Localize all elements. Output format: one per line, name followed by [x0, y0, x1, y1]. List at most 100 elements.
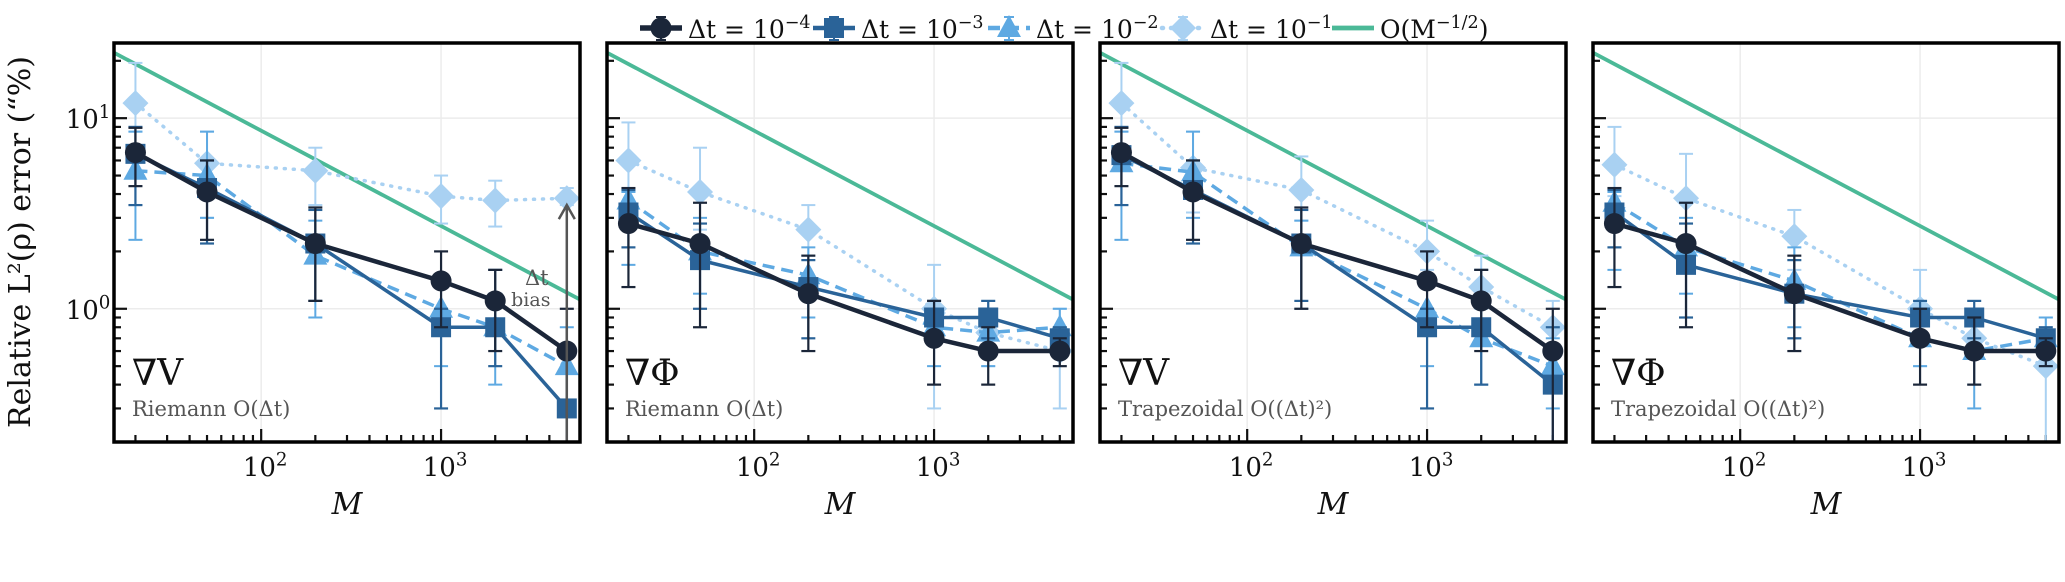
data-point — [1909, 327, 1931, 349]
x-tick-label: 102 — [1229, 450, 1274, 483]
x-tick-label-base: 10 — [1409, 453, 1442, 483]
method-label: Trapezoidal O((Δt)²) — [1118, 397, 1332, 421]
legend-label-exponent: −2 — [1133, 13, 1159, 33]
legend-label: Δt = 10−3 — [861, 13, 984, 44]
x-tick-label-exponent: 3 — [949, 450, 961, 471]
y-tick-label: 101 — [66, 102, 111, 135]
series-line — [1613, 201, 2047, 353]
method-label: Trapezoidal O((Δt)²) — [1611, 397, 1825, 421]
series-dt1e-2 — [616, 187, 1072, 368]
x-tick-label-base: 10 — [1722, 453, 1755, 483]
plot-area — [1100, 51, 1566, 442]
bias-label-line2: bias — [511, 289, 550, 311]
data-point — [1049, 340, 1071, 362]
x-tick-label: 103 — [1902, 450, 1947, 483]
x-tick-label-base: 10 — [423, 453, 456, 483]
x-tick-label: 102 — [736, 450, 781, 483]
series-dt1e-4 — [1110, 126, 1564, 442]
reference-line — [1100, 51, 1566, 302]
data-point — [615, 147, 642, 174]
reference-line — [1593, 51, 2059, 302]
data-point — [124, 142, 146, 164]
bias-arrow-head — [557, 202, 576, 220]
legend-item-dt1e-4: Δt = 10−4 — [640, 13, 811, 44]
panel-label: ∇Φ — [625, 353, 680, 394]
data-point — [1783, 283, 1805, 305]
series-line — [627, 211, 1061, 340]
panel-frame — [1591, 41, 2061, 444]
x-tick-label-exponent: 3 — [1442, 450, 1454, 471]
x-tick-label-base: 10 — [736, 453, 769, 483]
x-tick-label-base: 10 — [243, 453, 276, 483]
legend-label-base: Δt = 10 — [1036, 15, 1133, 44]
legend-item-dt1e-3: Δt = 10−3 — [813, 13, 984, 44]
series-line — [1120, 150, 1555, 353]
data-point — [302, 157, 329, 184]
x-tick-label-exponent: 2 — [276, 450, 288, 471]
panel-frame — [112, 41, 582, 444]
x-tick-label: 103 — [1409, 450, 1454, 483]
bias-label-line1: Δt — [525, 266, 549, 290]
y-tick-label-exponent: 0 — [99, 292, 111, 313]
data-point — [689, 233, 711, 255]
data-point — [687, 178, 714, 205]
x-tick-label: 102 — [243, 450, 288, 483]
series-dt1e-1 — [1601, 125, 2059, 442]
legend-marker-diamond — [1170, 15, 1196, 41]
data-point — [482, 187, 509, 214]
x-tick-label: 103 — [916, 450, 961, 483]
x-tick-label-base: 10 — [916, 453, 949, 483]
legend-item-dt1e-1: Δt = 10−1 — [1159, 13, 1333, 44]
x-axis-label: M — [1810, 487, 1843, 522]
x-tick-label: 102 — [1722, 450, 1767, 483]
series-dt1e-2 — [1109, 130, 1565, 410]
data-point — [1601, 151, 1628, 178]
series-line — [1119, 101, 1555, 329]
panel-label: ∇V — [1118, 353, 1170, 394]
series-dt1e-4 — [1603, 186, 2057, 386]
y-tick-label-exponent: 1 — [99, 102, 111, 123]
data-point — [1470, 290, 1492, 312]
data-point — [1542, 340, 1564, 362]
reference-line — [607, 51, 1073, 302]
legend-marker-triangle — [997, 15, 1021, 37]
x-axis-label: M — [1317, 487, 1350, 522]
series-dt1e-4 — [617, 186, 1071, 386]
y-tick-label-base: 10 — [66, 296, 99, 326]
series-dt1e-3 — [1111, 125, 1563, 442]
x-tick-label-exponent: 2 — [1755, 450, 1767, 471]
legend-item-dt1e-2: Δt = 10−2 — [988, 13, 1159, 44]
legend-label: Δt = 10−2 — [1036, 13, 1159, 44]
data-point — [196, 181, 218, 203]
y-tick-label-base: 10 — [66, 105, 99, 135]
series-line — [1613, 221, 2046, 354]
x-tick-label-exponent: 3 — [456, 450, 468, 471]
legend-marker-circle — [650, 17, 672, 39]
series-line — [135, 168, 568, 368]
legend-marker-square — [824, 18, 844, 38]
legend-label-exponent: −1 — [1307, 13, 1333, 33]
legend: Δt = 10−4 Δt = 10−3 Δt = 10−2 Δt = 10−1 O(M−… — [640, 13, 1488, 44]
x-axis-label: M — [331, 487, 364, 522]
data-point — [978, 307, 999, 328]
legend-label-base: Δt = 10 — [688, 15, 785, 44]
x-tick-label-exponent: 2 — [1262, 450, 1274, 471]
data-point — [1673, 185, 1700, 212]
data-point — [1290, 233, 1312, 255]
legend-label: Δt = 10−4 — [688, 13, 811, 44]
x-tick-label-exponent: 2 — [769, 450, 781, 471]
data-point — [1416, 270, 1438, 292]
data-point — [304, 233, 326, 255]
x-tick-label-base: 10 — [1229, 453, 1262, 483]
series-line — [626, 158, 1062, 353]
legend-item-reference: O(M−1/2) — [1332, 13, 1488, 44]
data-point — [1288, 176, 1315, 203]
data-point — [122, 90, 149, 117]
data-point — [617, 213, 639, 235]
legend-label-base: O(M — [1380, 15, 1436, 44]
